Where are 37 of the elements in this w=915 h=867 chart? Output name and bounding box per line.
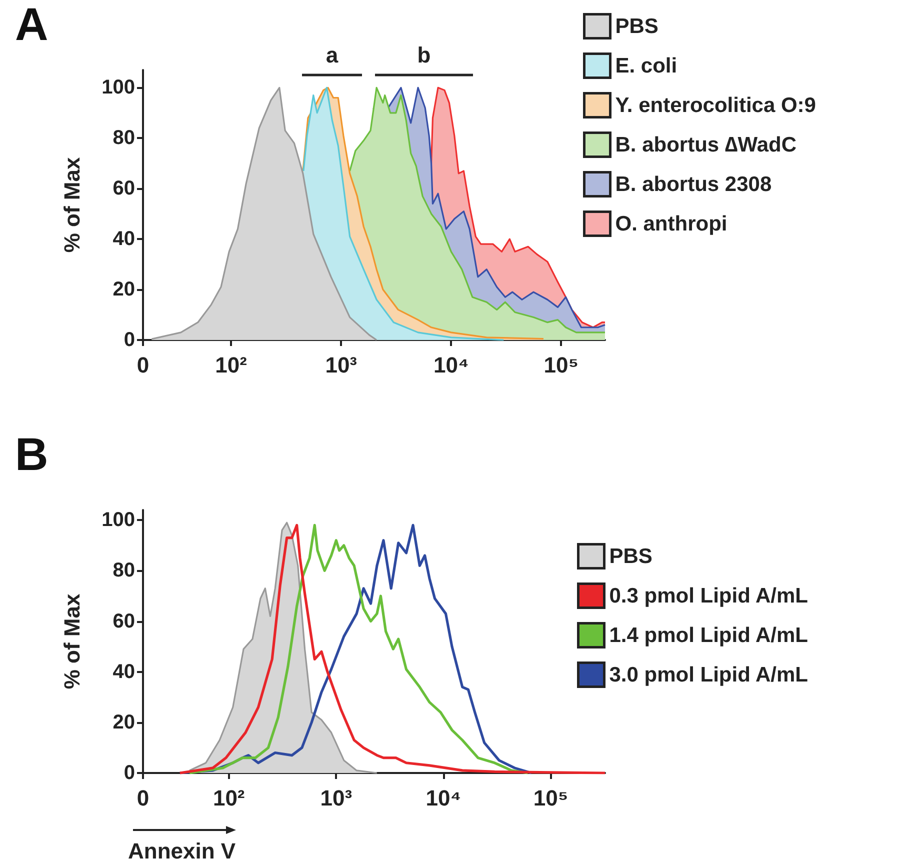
chart-title: A [15,0,48,50]
legend-label: PBS [615,14,658,38]
x-tick-label: 10⁵ [533,786,568,810]
legend-label: 0.3 pmol Lipid A/mL [609,584,808,608]
y-tick-label: 20 [112,278,135,301]
x-tick-label: 10³ [325,352,357,378]
legend-label: E. coli [615,54,678,78]
legend-label: Y. enterocolitica O:9 [615,94,816,117]
x-tick-label: 10³ [320,786,352,810]
legend-label: B. abortus ∆WadC [615,133,796,156]
text: a [326,42,339,68]
x-tick-label: 10⁴ [433,352,469,378]
x-tick-label: 10² [212,786,245,810]
x-tick-label: 10⁴ [426,786,462,810]
y-tick-label: 0 [124,329,135,351]
legend-label: O. anthropi [615,212,728,236]
x-tick-label: 10⁵ [544,352,579,378]
y-tick-label: 20 [112,711,135,734]
x-tick-label: 10² [215,352,247,378]
y-tick-label: 40 [112,660,135,683]
y-tick-label: 100 [102,509,135,532]
y-tick-label: 40 [112,228,135,250]
text: b [417,42,431,68]
y-tick-label: 0 [124,762,135,784]
legend-label: 3.0 pmol Lipid A/mL [609,663,808,686]
y-tick-label: 60 [112,178,135,200]
chart-title: B [15,428,48,480]
legend-label: PBS [609,544,652,568]
y-axis-title: % of Max [60,593,84,690]
y-tick-label: 80 [112,560,135,582]
x-axis-title: Annexin V [128,838,236,864]
y-tick-label: 100 [102,76,135,99]
y-axis-title: % of Max [60,156,84,253]
legend-label: 1.4 pmol Lipid A/mL [609,624,808,647]
y-tick-label: 60 [112,610,135,632]
legend-label: B. abortus 2308 [615,172,772,196]
y-tick-label: 80 [112,127,135,150]
